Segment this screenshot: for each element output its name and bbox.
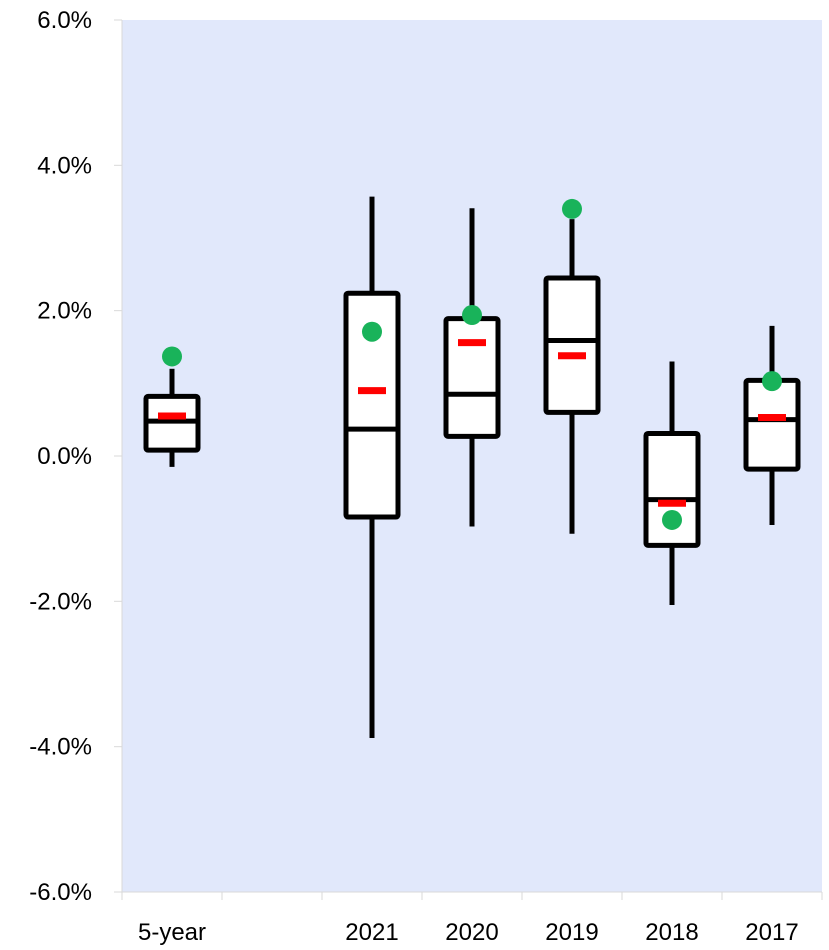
box-iqr [343, 290, 401, 520]
box-2018 [643, 361, 701, 605]
x-axis: 5-year 2021 2020 2019 2018 2017 [121, 891, 823, 946]
y-tick-label: 0.0% [37, 443, 92, 470]
box-2021 [343, 196, 401, 738]
box-5-year [143, 346, 201, 467]
x-tick-label: 2019 [545, 919, 598, 946]
box-iqr [543, 275, 601, 415]
box-iqr [743, 377, 801, 472]
box-2019 [543, 198, 601, 534]
point-marker [162, 346, 182, 367]
box-iqr [643, 430, 701, 548]
point-marker [362, 321, 382, 342]
y-tick-label: 6.0% [37, 7, 92, 34]
x-tick-label: 2018 [645, 919, 698, 946]
point-marker [562, 198, 582, 219]
point-marker [762, 371, 782, 392]
y-tick-label: 4.0% [37, 152, 92, 179]
boxes-layer [143, 196, 801, 738]
point-marker [662, 509, 682, 530]
x-tick-label: 2017 [745, 919, 798, 946]
x-tick-label: 2020 [445, 919, 498, 946]
x-tick-label: 5-year [138, 919, 206, 946]
box-iqr [443, 316, 501, 439]
y-axis: 6.0% 4.0% 2.0% 0.0% -2.0% -4.0% -6.0% [29, 7, 123, 906]
y-tick-label: 2.0% [37, 298, 92, 325]
y-tick-label: -6.0% [29, 879, 92, 906]
x-tick-label: 2021 [345, 919, 398, 946]
box-2017 [743, 325, 801, 526]
y-tick-label: -2.0% [29, 588, 92, 615]
box-2020 [443, 208, 501, 527]
y-tick-label: -4.0% [29, 734, 92, 761]
point-marker [462, 305, 482, 326]
